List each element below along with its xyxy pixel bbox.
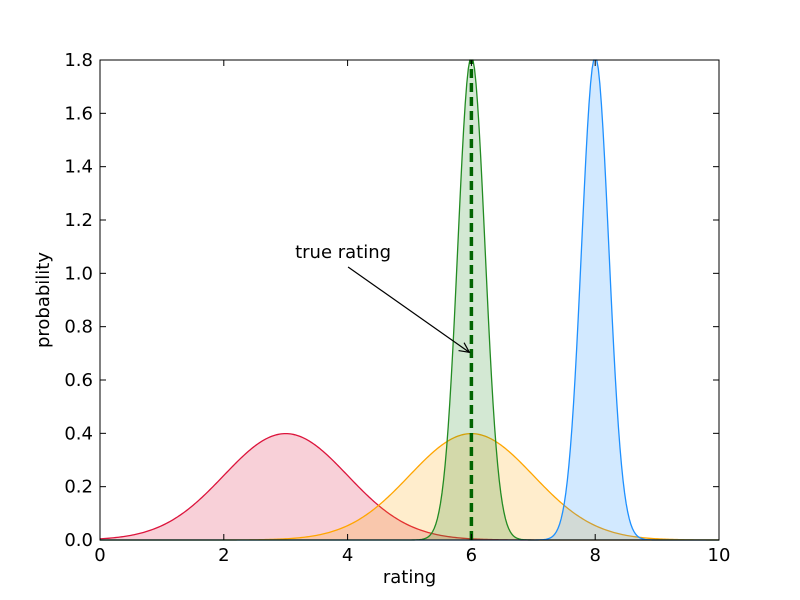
- y-tick-label: 0.4: [64, 423, 93, 444]
- x-axis-label: rating: [383, 567, 436, 588]
- y-tick-label: 0.2: [64, 477, 93, 498]
- annotation-layer: true rating: [295, 242, 471, 354]
- y-tick-label: 1.4: [64, 157, 93, 178]
- x-tick-label: 6: [466, 545, 477, 566]
- y-tick-label: 1.0: [64, 263, 93, 284]
- series-2-fill: [100, 433, 719, 540]
- y-tick-label: 0.8: [64, 317, 93, 338]
- x-tick-label: 0: [94, 545, 105, 566]
- axes-frame: [99, 59, 720, 541]
- series-layer: [99, 59, 719, 541]
- series-4-fill: [100, 60, 719, 540]
- series-1-fill: [100, 433, 719, 540]
- x-tick-label: 2: [218, 545, 229, 566]
- series-3-fill: [100, 60, 719, 540]
- y-axis-label: probability: [33, 252, 54, 348]
- annotation-arrow-shaft: [347, 266, 470, 353]
- x-tick-label: 8: [589, 545, 600, 566]
- x-tick-label: 4: [342, 545, 353, 566]
- y-tick-label: 0.6: [64, 370, 93, 391]
- annotation-text: true rating: [295, 242, 391, 263]
- annotation-arrowhead: [458, 342, 471, 354]
- x-tick-label: 10: [708, 545, 731, 566]
- y-tick-label: 1.8: [64, 50, 93, 71]
- series-3-line: [100, 59, 719, 541]
- series-4-line: [100, 59, 719, 541]
- tick-layer: 0 2 4 6 8 10 0.0 0.2 0.4 0.6 0.8 1.0 1.2 1.4 1.6 1.8: [64, 50, 730, 566]
- y-tick-label: 0.0: [64, 530, 93, 551]
- y-tick-label: 1.2: [64, 210, 93, 231]
- y-tick-label: 1.6: [64, 103, 93, 124]
